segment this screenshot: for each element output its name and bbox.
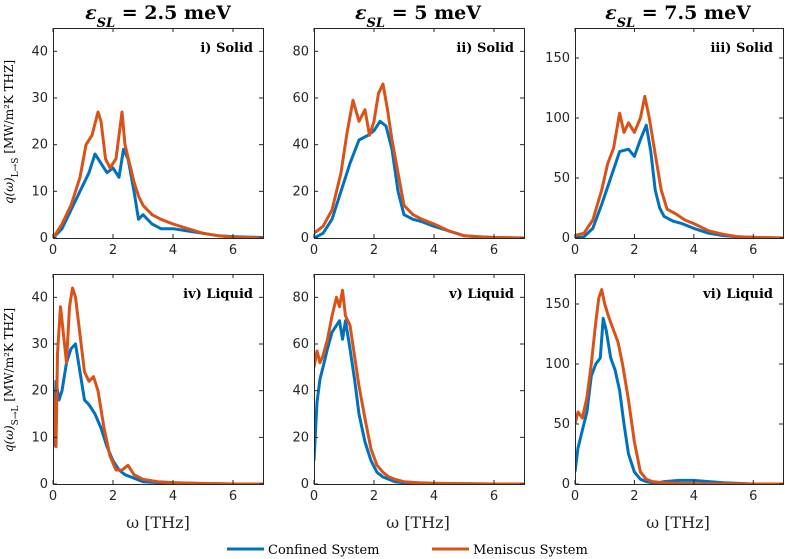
y-tick-label: 30 [31,91,48,106]
panel-label-6: vi) Liquid [702,287,773,302]
confined-series-line-panel-5 [314,319,524,484]
x-axis-label-1: ω [THz] [126,513,190,532]
axes-frame-4 [53,274,264,485]
column-title-1: εSL = 2.5 meV [85,2,232,31]
x-tick-label: 6 [490,489,498,504]
x-tick-label: 0 [571,489,579,504]
panel-6: 0 2 4 6 0 50 100 150 vi) Liquid [545,274,784,504]
y-tick-label: 60 [292,91,309,106]
column-title-2: εSL = 5 meV [355,2,482,31]
panel-label-4: iv) Liquid [183,287,253,302]
y-tick-label: 0 [40,477,48,492]
y-tick-label: 80 [292,290,309,305]
axes-frame-5 [314,274,525,485]
column-title-3: εSL = 7.5 meV [605,2,752,31]
meniscus-series-line-panel-6 [575,288,783,484]
y-axis-label-bottom: q(ω)S→L[MW/m²K THZ] [2,308,21,452]
y-tick-label: 10 [31,430,48,445]
y-tick-label: 20 [292,184,309,199]
y-tick-label: 10 [31,184,48,199]
confined-series-line-panel-1 [53,147,263,238]
axes-frame-1 [53,28,264,239]
y-tick-label: 20 [31,384,48,399]
y-tick-label: 0 [562,477,570,492]
x-tick-label: 0 [310,243,318,258]
x-tick-label: 4 [169,489,177,504]
y-tick-label: 50 [553,171,570,186]
x-tick-label: 2 [630,243,638,258]
legend-meniscus-label: Meniscus System [473,543,588,558]
y-tick-label: 40 [292,138,309,153]
y-tick-label: 30 [31,337,48,352]
y-tick-label: 40 [292,384,309,399]
y-tick-label: 150 [545,297,570,312]
x-tick-label: 2 [370,489,378,504]
x-tick-label: 0 [49,243,57,258]
x-tick-label: 0 [571,243,579,258]
x-tick-label: 6 [229,489,237,504]
y-tick-label: 100 [545,111,570,126]
x-axis-label-2: ω [THz] [386,513,450,532]
x-tick-label: 4 [690,489,698,504]
y-tick-label: 60 [292,337,309,352]
y-tick-label: 150 [545,51,570,66]
panel-label-3: iii) Solid [710,41,773,56]
meniscus-series-line-panel-4 [53,286,263,484]
x-tick-label: 6 [229,243,237,258]
confined-series-line-panel-6 [575,316,783,484]
axes-frame-6 [575,274,784,485]
y-tick-label: 100 [545,357,570,372]
x-axis-label-3: ω [THz] [646,513,710,532]
y-tick-label: 80 [292,44,309,59]
axes-frame-2 [314,28,525,239]
panel-label-2: ii) Solid [456,41,514,56]
x-tick-label: 2 [370,243,378,258]
x-tick-label: 2 [109,489,117,504]
panel-label-5: v) Liquid [448,287,514,302]
panel-1: 0 2 4 6 0 10 20 30 40 i) Solid [31,28,264,258]
meniscus-series-line-panel-1 [53,110,263,238]
y-tick-label: 0 [562,231,570,246]
x-tick-label: 6 [749,243,757,258]
y-tick-label: 0 [301,231,309,246]
x-tick-label: 4 [690,243,698,258]
x-tick-label: 4 [169,243,177,258]
column-titles: εSL = 2.5 meV εSL = 5 meV εSL = 7.5 meV [85,2,752,31]
axes-frame-3 [575,28,784,239]
meniscus-series-line-panel-5 [314,288,524,484]
meniscus-series-line-panel-2 [314,82,524,238]
x-tick-label: 4 [430,489,438,504]
y-tick-label: 0 [301,477,309,492]
x-tick-label: 6 [749,489,757,504]
y-tick-label: 20 [31,138,48,153]
meniscus-series-line-panel-3 [575,94,783,238]
x-tick-label: 2 [109,243,117,258]
legend: Confined System Meniscus System [227,543,588,558]
y-tick-label: 0 [40,231,48,246]
y-tick-label: 40 [31,44,48,59]
x-tick-label: 0 [310,489,318,504]
x-tick-label: 6 [490,243,498,258]
confined-series-line-panel-3 [575,123,783,238]
y-axis-label-top: q(ω)L→S[MW/m²K THZ] [2,60,21,204]
panel-3: 0 2 4 6 0 50 100 150 iii) Solid [545,28,784,258]
y-tick-label: 20 [292,430,309,445]
panel-label-1: i) Solid [200,41,253,56]
x-tick-label: 0 [49,489,57,504]
x-tick-label: 4 [430,243,438,258]
legend-confined-label: Confined System [268,543,380,558]
x-tick-label: 2 [630,489,638,504]
y-tick-label: 40 [31,290,48,305]
panel-4: 0 2 4 6 0 10 20 30 40 iv) Liquid [31,274,264,504]
y-tick-label: 50 [553,417,570,432]
